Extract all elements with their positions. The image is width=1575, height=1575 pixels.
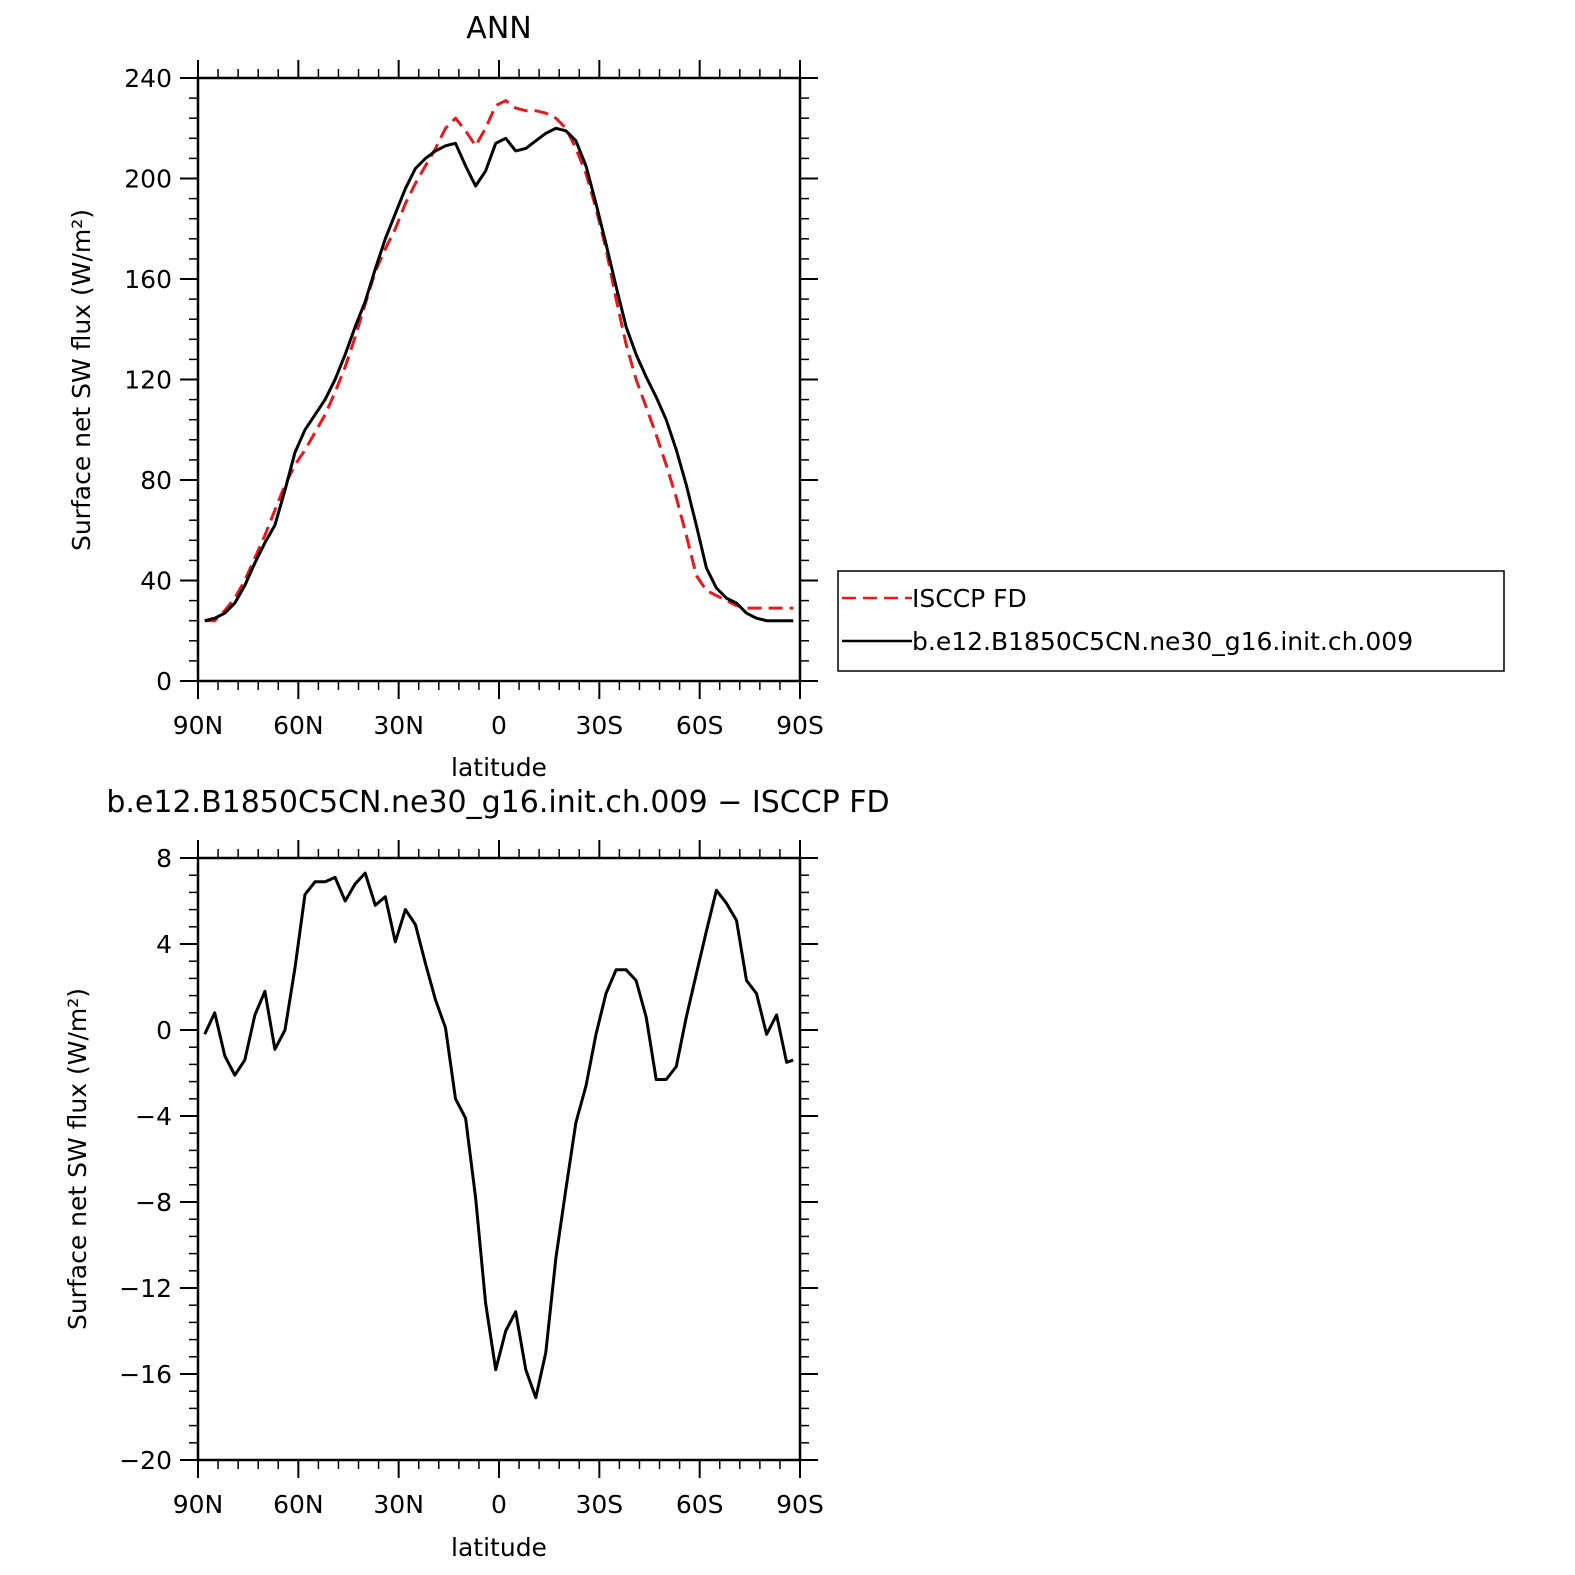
legend-box bbox=[837, 570, 1505, 672]
bottom-ytick-label: −20 bbox=[119, 1446, 172, 1475]
top-chart-xlabel: latitude bbox=[451, 753, 547, 782]
top-chart-series bbox=[204, 99, 794, 623]
bottom-ytick-label: 0 bbox=[156, 1016, 172, 1045]
top-ytick-label: 40 bbox=[140, 567, 172, 596]
bottom-xtick-label: 90N bbox=[173, 1490, 224, 1519]
legend: ISCCP FD b.e12.B1850C5CN.ne30_g16.init.c… bbox=[837, 570, 1505, 672]
bottom-chart-title: b.e12.B1850C5CN.ne30_g16.init.ch.009 − I… bbox=[106, 785, 889, 820]
bottom-series-0 bbox=[203, 871, 794, 1400]
top-xtick-label: 0 bbox=[491, 711, 507, 740]
bottom-xtick-label: 30N bbox=[373, 1490, 424, 1519]
bottom-xtick-label: 30S bbox=[575, 1490, 623, 1519]
legend-label-isccp: ISCCP FD bbox=[912, 584, 1027, 613]
top-chart-title: ANN bbox=[466, 11, 531, 46]
top-series-0 bbox=[204, 99, 794, 623]
bottom-chart-axes: −20 −16 −12 −8 −4 0 4 8 90N 60N 30N 0 30S 60S 90S bbox=[119, 840, 824, 1519]
bottom-xtick-label: 90S bbox=[776, 1490, 824, 1519]
bottom-ytick-label: −8 bbox=[135, 1188, 172, 1217]
top-ytick-label: 120 bbox=[124, 366, 172, 395]
legend-label-model: b.e12.B1850C5CN.ne30_g16.init.ch.009 bbox=[912, 627, 1413, 656]
bottom-chart: b.e12.B1850C5CN.ne30_g16.init.ch.009 − I… bbox=[63, 785, 890, 1562]
top-ytick-label: 200 bbox=[124, 165, 172, 194]
bottom-ytick-label: 8 bbox=[156, 844, 172, 873]
top-ytick-label: 0 bbox=[156, 667, 172, 696]
bottom-xtick-label: 60S bbox=[676, 1490, 724, 1519]
bottom-xtick-label: 0 bbox=[491, 1490, 507, 1519]
bottom-ytick-label: 4 bbox=[156, 930, 172, 959]
top-ytick-label: 80 bbox=[140, 466, 172, 495]
bottom-ytick-label: −4 bbox=[135, 1102, 172, 1131]
top-xtick-label: 60N bbox=[273, 711, 324, 740]
top-ytick-label: 160 bbox=[124, 265, 172, 294]
bottom-ytick-label: −16 bbox=[119, 1360, 172, 1389]
top-xtick-label: 90N bbox=[173, 711, 224, 740]
top-chart-frame bbox=[196, 76, 802, 683]
top-xtick-label: 30N bbox=[373, 711, 424, 740]
top-ytick-label: 240 bbox=[124, 64, 172, 93]
bottom-chart-ylabel: Surface net SW flux (W/m²) bbox=[63, 988, 92, 1330]
top-chart-axes: 0 40 80 120 160 200 240 90N 60N 30N 0 30S 60S 90S bbox=[124, 60, 824, 740]
top-xtick-label: 90S bbox=[776, 711, 824, 740]
bottom-chart-frame bbox=[196, 856, 802, 1462]
top-chart: ANN 0 40 80 120 160 200 240 90N 60N 30N 0 30S 60S 90S… bbox=[67, 11, 824, 782]
bottom-chart-series bbox=[203, 871, 794, 1400]
top-xtick-label: 60S bbox=[676, 711, 724, 740]
top-xtick-label: 30S bbox=[575, 711, 623, 740]
bottom-ytick-label: −12 bbox=[119, 1274, 172, 1303]
bottom-xtick-label: 60N bbox=[273, 1490, 324, 1519]
top-series-1 bbox=[204, 126, 794, 623]
top-chart-ylabel: Surface net SW flux (W/m²) bbox=[67, 209, 96, 551]
bottom-chart-xlabel: latitude bbox=[451, 1533, 547, 1562]
